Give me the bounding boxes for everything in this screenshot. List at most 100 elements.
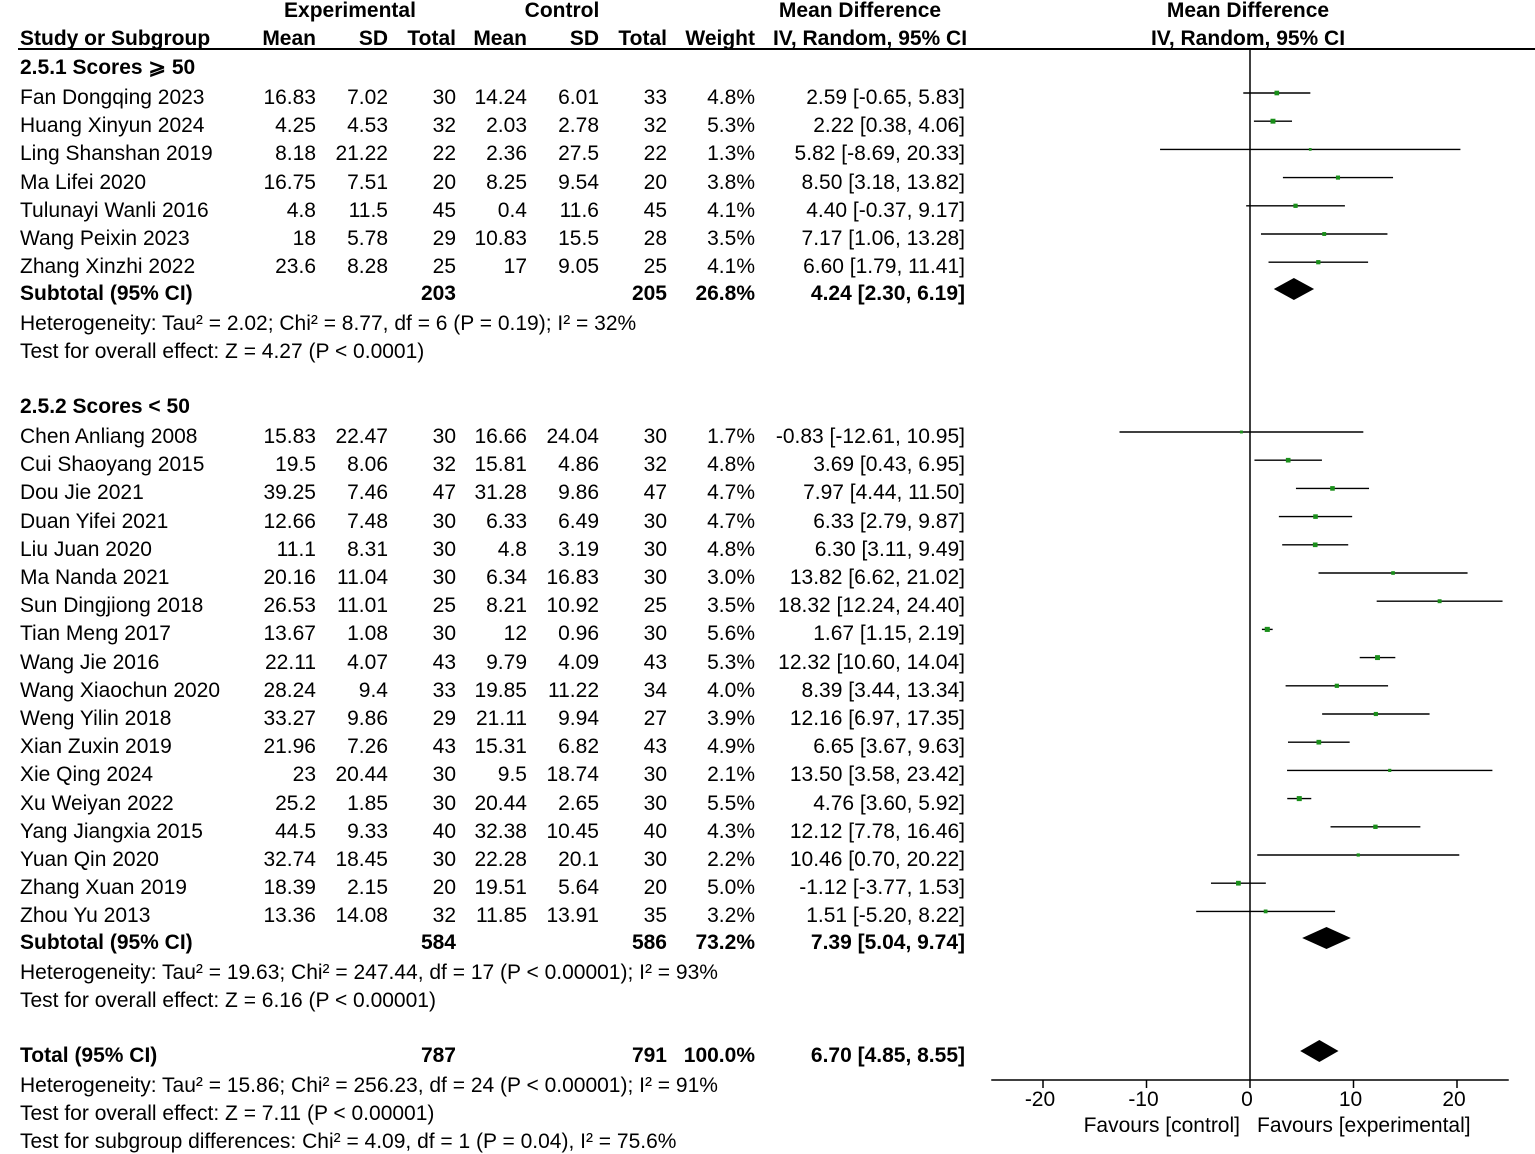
sd-ctrl: 11.6 <box>559 198 599 222</box>
study-name: Tian Meng 2017 <box>20 622 171 646</box>
total-exp: 30 <box>432 763 456 787</box>
total-ctrl: 586 <box>631 931 667 954</box>
weight: 5.0% <box>707 876 755 900</box>
mean-ctrl: 12 <box>503 622 527 646</box>
total-exp: 40 <box>432 819 456 843</box>
mean-ctrl: 32.38 <box>474 819 527 843</box>
total-exp: 29 <box>432 707 456 730</box>
effect-square <box>1335 175 1341 180</box>
sd-exp: 7.46 <box>347 481 388 505</box>
weight: 4.3% <box>707 819 755 843</box>
sd-exp: 11.5 <box>348 198 388 222</box>
effect-square <box>1274 90 1280 96</box>
ci-text: -0.83 [-12.61, 10.95] <box>775 425 965 448</box>
ci-text: 5.82 [-8.69, 20.33] <box>794 142 965 166</box>
study-name: Huang Xinyun 2024 <box>20 114 205 138</box>
total-exp: 30 <box>432 425 456 448</box>
total-exp: 33 <box>432 678 456 702</box>
study-name: Liu Juan 2020 <box>20 537 152 561</box>
ci-text: 6.60 [1.79, 11.41] <box>803 255 965 279</box>
total-ctrl: 45 <box>643 198 667 222</box>
sd-exp: 7.51 <box>347 170 388 194</box>
mean-ctrl: 0.4 <box>497 198 527 222</box>
total-exp: 45 <box>432 198 456 222</box>
sd-exp: 9.86 <box>347 707 388 730</box>
total-exp: 47 <box>432 481 456 505</box>
total-exp: 30 <box>432 566 456 589</box>
study-name: Yang Jiangxia 2015 <box>20 819 203 843</box>
sd-ctrl: 9.05 <box>558 255 599 279</box>
mean-ctrl: 2.03 <box>486 114 527 138</box>
mean-exp: 19.5 <box>275 453 316 477</box>
ci-text: 1.51 [-5.20, 8.22] <box>806 904 965 928</box>
mean-ctrl: 16.66 <box>474 425 527 448</box>
total-ctrl: 20 <box>643 170 667 194</box>
study-name: Fan Dongqing 2023 <box>20 86 205 109</box>
study-name: Chen Anliang 2008 <box>20 425 198 448</box>
sd-exp: 9.4 <box>358 678 388 702</box>
total-exp: 32 <box>432 904 456 928</box>
effect-square <box>1391 571 1395 575</box>
sd-ctrl: 6.01 <box>558 86 599 109</box>
weight: 3.9% <box>707 707 755 730</box>
weight: 26.8% <box>695 282 755 305</box>
ci-text: 8.39 [3.44, 13.34] <box>801 678 965 702</box>
ci-text: 2.59 [-0.65, 5.83] <box>806 86 965 109</box>
overall-effect-text: Test for overall effect: Z = 7.11 (P < 0… <box>20 1102 435 1125</box>
ci-text: 10.46 [0.70, 20.22] <box>789 848 965 871</box>
sd-exp: 11.01 <box>337 594 388 618</box>
summary-diamond <box>1273 278 1315 300</box>
mean-ctrl: 8.25 <box>486 170 527 194</box>
sd-ctrl: 16.83 <box>546 566 599 589</box>
ci-text: 4.76 [3.60, 5.92] <box>813 791 965 815</box>
mean-ctrl: 17 <box>503 255 527 279</box>
ci-text: 4.24 [2.30, 6.19] <box>810 282 965 305</box>
header-method: IV, Random, 95% CI <box>772 27 968 50</box>
mean-exp: 44.5 <box>275 819 316 843</box>
mean-exp: 11.1 <box>276 537 316 561</box>
weight: 1.3% <box>707 142 755 166</box>
subtotal-label: Subtotal (95% CI) <box>20 931 193 954</box>
weight: 2.2% <box>707 848 755 871</box>
total-ctrl: 32 <box>643 453 667 477</box>
total-exp: 25 <box>432 255 456 279</box>
header-mean-difference-plot: Mean Difference <box>1166 0 1330 22</box>
sd-ctrl: 6.49 <box>558 509 599 533</box>
mean-exp: 8.18 <box>275 142 316 166</box>
total-ctrl: 791 <box>631 1044 667 1067</box>
weight: 4.7% <box>707 481 755 505</box>
header-mean-exp: Mean <box>262 27 316 50</box>
mean-ctrl: 20.44 <box>474 791 527 815</box>
study-name: Ma Lifei 2020 <box>20 170 147 194</box>
subgroup-title: 2.5.2 Scores < 50 <box>20 395 190 418</box>
ci-text: 8.50 [3.18, 13.82] <box>801 170 965 194</box>
ci-text: 1.67 [1.15, 2.19] <box>813 622 965 646</box>
total-ctrl: 32 <box>643 114 667 138</box>
weight: 100.0% <box>683 1044 755 1067</box>
total-ctrl: 27 <box>643 707 667 730</box>
ci-text: 13.82 [6.62, 21.02] <box>789 566 965 589</box>
total-ctrl: 30 <box>643 848 667 871</box>
sd-ctrl: 2.78 <box>558 114 599 138</box>
total-ctrl: 30 <box>643 566 667 589</box>
weight: 5.6% <box>707 622 755 646</box>
sd-ctrl: 9.54 <box>558 170 599 194</box>
ci-text: 7.39 [5.04, 9.74] <box>810 931 965 954</box>
sd-exp: 11.04 <box>337 566 388 589</box>
effect-square <box>1322 232 1327 236</box>
total-exp: 30 <box>432 86 456 109</box>
sd-ctrl: 13.91 <box>546 904 599 928</box>
weight: 5.3% <box>707 114 755 138</box>
total-exp: 43 <box>432 650 456 674</box>
sd-exp: 18.45 <box>335 848 388 871</box>
total-exp: 32 <box>432 453 456 477</box>
total-ctrl: 30 <box>643 509 667 533</box>
study-name: Xie Qing 2024 <box>20 763 154 787</box>
total-ctrl: 30 <box>643 622 667 646</box>
total-ctrl: 22 <box>643 142 667 166</box>
heterogeneity-text: Heterogeneity: Tau² = 2.02; Chi² = 8.77,… <box>20 312 637 335</box>
mean-exp: 16.83 <box>263 86 316 109</box>
sd-ctrl: 4.09 <box>558 650 599 674</box>
weight: 5.3% <box>707 650 755 674</box>
mean-exp: 20.16 <box>263 566 316 589</box>
